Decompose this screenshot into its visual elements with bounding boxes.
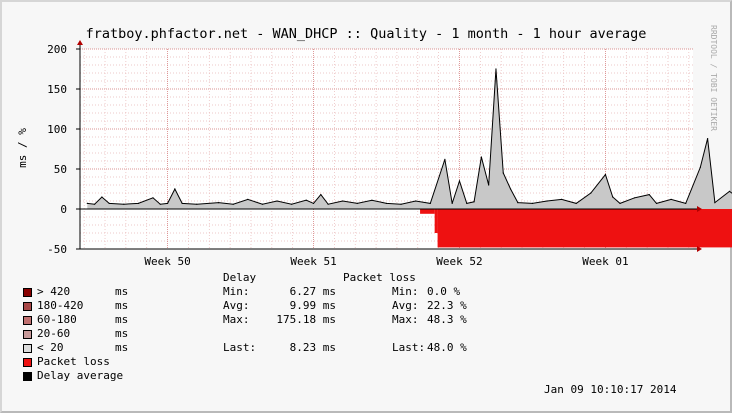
delay-point (685, 202, 687, 204)
delay-point (400, 203, 402, 205)
delay-point (575, 202, 577, 204)
delay-point (546, 200, 548, 202)
delay-point (108, 202, 110, 204)
x-axis-arrow (697, 246, 702, 252)
delay-point (86, 202, 88, 204)
delay-point (473, 201, 475, 203)
delay-point (123, 203, 125, 205)
delay-point (415, 200, 417, 202)
delay-point (444, 158, 446, 160)
delay-point (101, 196, 103, 198)
packet-loss-bar (420, 209, 435, 214)
packet-loss-bar (437, 209, 732, 248)
axes (77, 40, 702, 252)
delay-point (714, 202, 716, 204)
delay-point (466, 202, 468, 204)
x-tick-label: Week 50 (144, 255, 190, 268)
y-tick-label: 200 (47, 43, 67, 56)
delay-point (196, 203, 198, 205)
delay-point (327, 203, 329, 205)
y-tick-label: 50 (54, 163, 67, 176)
x-tick-label: Week 52 (436, 255, 482, 268)
delay-point (517, 202, 519, 204)
delay-point (181, 202, 183, 204)
y-axis-arrow (77, 40, 83, 45)
delay-point (291, 203, 293, 205)
x-tick-label: Week 51 (290, 255, 336, 268)
delay-point (655, 202, 658, 204)
delay-point (159, 203, 161, 205)
y-tick-label: -50 (47, 243, 67, 256)
delay-point (451, 202, 453, 204)
delay-point (634, 197, 636, 199)
delay-point (509, 188, 512, 190)
delay-point (648, 194, 650, 196)
y-tick-label: 150 (47, 83, 67, 96)
delay-point (458, 180, 461, 182)
delay-point (706, 138, 709, 140)
y-tick-labels: -50 0 50 100 150 200 (47, 43, 80, 256)
delay-point (152, 197, 154, 199)
delay-point (488, 184, 490, 186)
x-tick-label: Week 01 (582, 255, 628, 268)
delay-point (247, 198, 249, 200)
delay-point (612, 196, 614, 198)
watermark: RRDTOOL / TOBI OETIKER (709, 25, 718, 131)
delay-point (166, 202, 169, 204)
delay-point (604, 174, 607, 176)
delay-point (561, 198, 563, 200)
delay-point (174, 188, 176, 190)
y-axis-label: ms / % (16, 128, 29, 168)
delay-point (342, 200, 344, 202)
delay-point (137, 202, 139, 204)
delay-point (356, 202, 358, 204)
delay-point (728, 190, 731, 192)
delay-point (590, 192, 592, 194)
delay-point (699, 166, 701, 168)
chart-title: fratboy.phfactor.net - WAN_DHCP :: Quali… (86, 26, 647, 42)
delay-point (429, 202, 431, 204)
delay-point (276, 200, 278, 202)
packet-loss-series (420, 209, 732, 248)
y-tick-label: 100 (47, 123, 67, 136)
x-tick-labels: Week 50 Week 51 Week 52 Week 01 (144, 255, 628, 268)
packet-loss-bar (434, 209, 438, 233)
delay-point (371, 199, 373, 201)
y-tick-label: 0 (60, 203, 67, 216)
delay-point (670, 198, 672, 200)
delay-point (312, 202, 315, 204)
delay-point (502, 172, 504, 174)
delay-point (480, 156, 482, 158)
delay-point (232, 203, 234, 205)
delay-point (531, 202, 534, 204)
delay-series (86, 68, 732, 209)
delay-point (305, 199, 307, 201)
delay-point (261, 203, 264, 205)
delay-point (218, 202, 220, 204)
delay-point (385, 202, 388, 204)
delay-point (495, 68, 497, 70)
delay-point (320, 194, 322, 196)
delay-point (619, 202, 621, 204)
x-axis-arrow (697, 206, 702, 212)
delay-point (93, 203, 96, 205)
